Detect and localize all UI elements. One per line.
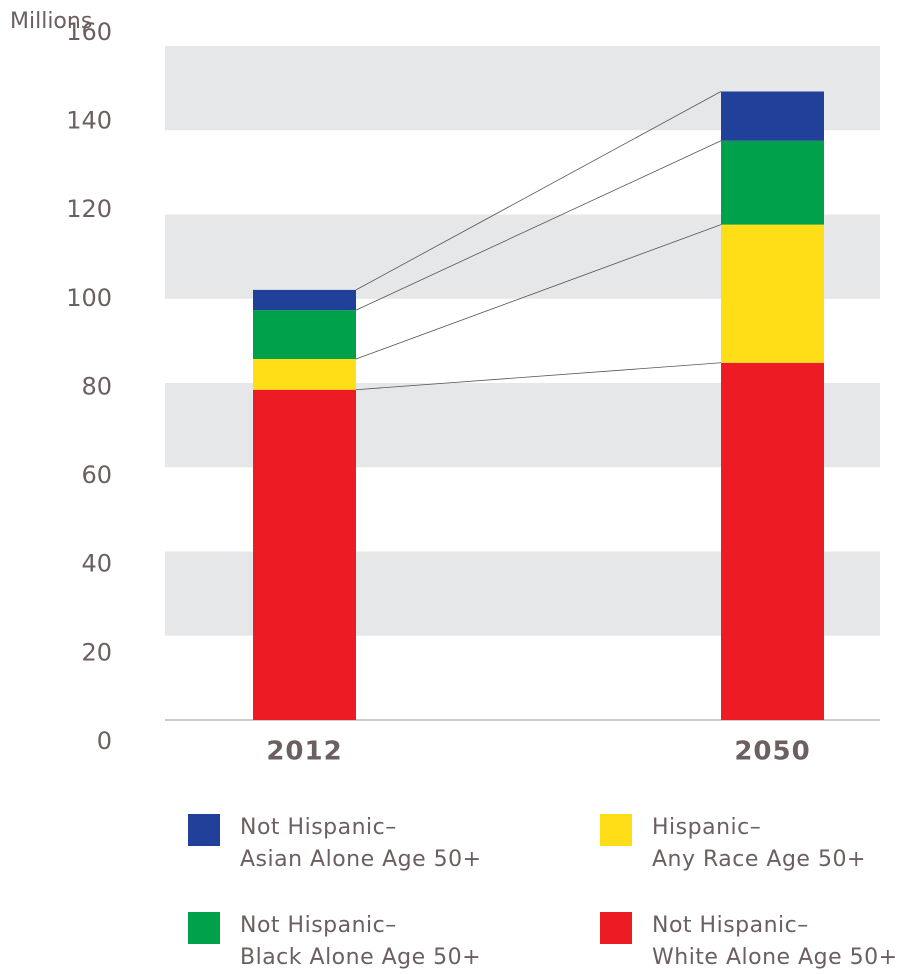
legend-item: Not Hispanic– White Alone Age 50+ <box>600 910 898 974</box>
y-tick-label: 20 <box>81 638 112 666</box>
chart: Millions 0 20 40 60 80 100 120 140 160 2012 2050 <box>10 9 880 767</box>
bar-segment <box>721 224 824 363</box>
y-tick-label: 100 <box>66 284 112 312</box>
legend-item: Not Hispanic– Asian Alone Age 50+ <box>188 812 482 876</box>
y-tick-label: 120 <box>66 195 112 223</box>
bar-segment <box>253 289 356 311</box>
legend-label: Not Hispanic– Asian Alone Age 50+ <box>240 815 482 872</box>
bar-segment <box>721 140 824 225</box>
connector <box>355 140 722 311</box>
legend-label: Hispanic– Any Race Age 50+ <box>652 815 866 872</box>
bar-segment <box>721 91 824 141</box>
legend-swatch <box>188 814 220 846</box>
legend-swatch <box>600 814 632 846</box>
bar-segment <box>721 362 824 720</box>
y-tick-label: 0 <box>97 727 112 755</box>
y-tick-label: 40 <box>81 550 112 578</box>
legend-item: Hispanic– Any Race Age 50+ <box>600 812 866 876</box>
y-tick-label: 80 <box>81 372 112 400</box>
bar-segment <box>253 358 356 390</box>
x-tick-label: 2012 <box>266 737 342 767</box>
legend-item: Not Hispanic– Black Alone Age 50+ <box>188 910 481 974</box>
y-tick-label: 140 <box>66 106 112 134</box>
connector <box>355 224 722 360</box>
y-tick-label: 160 <box>66 18 112 46</box>
bar-segment <box>253 310 356 359</box>
y-axis-label: Millions <box>10 9 92 34</box>
bar-segment <box>253 389 356 720</box>
x-tick-label: 2050 <box>734 737 810 767</box>
legend-swatch <box>188 912 220 944</box>
y-tick-label: 60 <box>81 461 112 489</box>
connector <box>355 91 722 291</box>
connector <box>355 362 722 391</box>
legend-swatch <box>600 912 632 944</box>
legend-label: Not Hispanic– Black Alone Age 50+ <box>240 913 482 970</box>
legend-label: Not Hispanic– White Alone Age 50+ <box>652 913 898 970</box>
